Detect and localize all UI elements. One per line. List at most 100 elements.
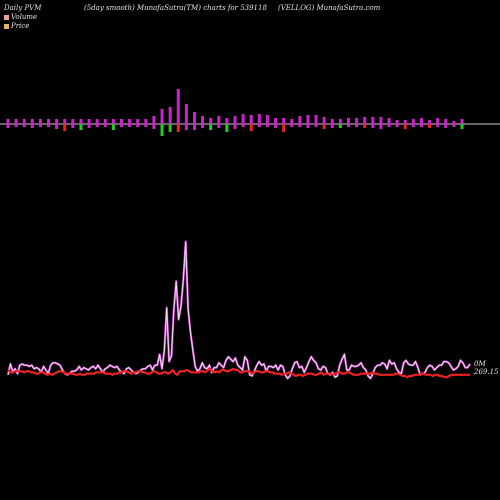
volume-bar-up	[395, 120, 399, 124]
volume-bar-up	[87, 119, 91, 124]
volume-bar-up	[306, 115, 310, 124]
volume-bar-down	[22, 124, 26, 127]
volume-bar-down	[452, 124, 456, 127]
volume-bar-up	[452, 121, 456, 124]
volume-bar-down	[184, 124, 188, 130]
volume-bar-down	[144, 124, 148, 127]
volume-bar-down	[192, 124, 196, 130]
volume-bar-down	[411, 124, 415, 127]
volume-bar-up	[282, 118, 286, 124]
volume-bar-up	[38, 119, 42, 124]
price-end-label: 269.15	[473, 368, 499, 376]
legend-item-volume: Volume	[4, 13, 37, 21]
volume-bar-up	[55, 119, 59, 124]
volume-bar-down	[241, 124, 245, 127]
volume-bar-down	[322, 124, 326, 129]
site-credit: (VELLOG) MunafaSutra.com	[278, 4, 381, 12]
volume-bar-up	[436, 118, 440, 124]
volume-bar-down	[460, 124, 464, 129]
volume-bar-up	[298, 116, 302, 124]
volume-bar-up	[22, 119, 26, 124]
volume-bar-down	[395, 124, 399, 127]
volume-bar-up	[338, 119, 342, 124]
volume-bar-down	[152, 124, 156, 129]
volume-bar-up	[249, 115, 253, 124]
volume-bar-up	[79, 119, 83, 124]
volume-bar-down	[87, 124, 91, 128]
volume-bar-up	[176, 89, 180, 124]
volume-bar-down	[419, 124, 423, 127]
volume-bar-up	[184, 104, 188, 124]
volume-bar-down	[225, 124, 229, 132]
volume-bar-down	[128, 124, 132, 127]
volume-bar-down	[379, 124, 383, 129]
volume-bar-up	[355, 118, 359, 124]
volume-bar-down	[120, 124, 123, 127]
volume-bar-up	[111, 119, 115, 124]
legend-swatch-price	[4, 23, 9, 29]
volume-bar-up	[379, 117, 383, 124]
volume-bar-up	[128, 119, 132, 124]
volume-bar-down	[176, 124, 180, 132]
volume-bar-up	[63, 119, 67, 124]
volume-bar-up	[419, 118, 423, 124]
volume-bar-up	[30, 119, 34, 124]
volume-bar-up	[460, 119, 464, 124]
legend-item-price: Price	[4, 22, 29, 30]
volume-bar-down	[217, 124, 221, 128]
volume-bar-down	[355, 124, 359, 127]
volume-bar-up	[371, 117, 375, 124]
legend-label-volume: Volume	[11, 13, 38, 21]
volume-bar-up	[103, 119, 107, 124]
volume-bar-up	[136, 119, 140, 124]
volume-bar-down	[14, 124, 18, 127]
volume-bar-up	[241, 114, 245, 124]
volume-bar-down	[201, 124, 205, 128]
volume-bar-down	[436, 124, 440, 127]
pvm-lines-group	[6, 240, 471, 380]
volume-bar-down	[38, 124, 42, 127]
volume-bar-down	[136, 124, 140, 127]
volume-bar-up	[314, 115, 318, 124]
volume-bar-down	[79, 124, 83, 130]
volume-bar-down	[249, 124, 253, 131]
volume-bar-down	[30, 124, 34, 128]
volume-bar-down	[47, 124, 51, 127]
volume-bar-up	[347, 118, 350, 124]
volume-bar-down	[257, 124, 261, 127]
volume-bar-up	[95, 119, 99, 124]
volume-bar-down	[233, 124, 237, 129]
volume-bar-down	[63, 124, 67, 131]
volume-bar-up	[322, 117, 326, 124]
volume-bar-up	[209, 118, 213, 124]
volume-bar-up	[6, 119, 10, 124]
volume-bar-up	[290, 119, 294, 124]
volume-bar-down	[103, 124, 107, 127]
volume-bar-up	[168, 107, 172, 124]
volume-bar-down	[428, 124, 432, 128]
volume-bar-up	[144, 119, 148, 124]
volume-bar-up	[120, 119, 123, 124]
volume-bar-down	[403, 124, 407, 129]
volume-bar-down	[298, 124, 302, 127]
volume-bar-up	[257, 114, 261, 124]
volume-bar-down	[444, 124, 448, 128]
chart-type-label: Daily PVM	[4, 4, 42, 12]
chart-title: (5day smooth) MunafaSutra(TM) charts for…	[84, 4, 267, 12]
volume-bar-down	[347, 124, 350, 127]
volume-bar-up	[71, 119, 75, 124]
volume-bar-up	[444, 119, 448, 124]
volume-bar-down	[314, 124, 318, 127]
volume-bar-up	[274, 118, 278, 124]
volume-bars-group	[6, 89, 464, 136]
volume-bar-up	[387, 118, 391, 124]
volume-bar-down	[111, 124, 115, 130]
price-line	[7, 367, 470, 379]
volume-bar-up	[192, 112, 196, 124]
volume-bar-up	[330, 119, 334, 124]
volume-bar-down	[274, 124, 278, 128]
volume-end-label: 0M	[474, 360, 486, 368]
volume-bar-up	[428, 120, 432, 124]
volume-bar-down	[371, 124, 375, 128]
volume-bar-up	[217, 116, 221, 124]
